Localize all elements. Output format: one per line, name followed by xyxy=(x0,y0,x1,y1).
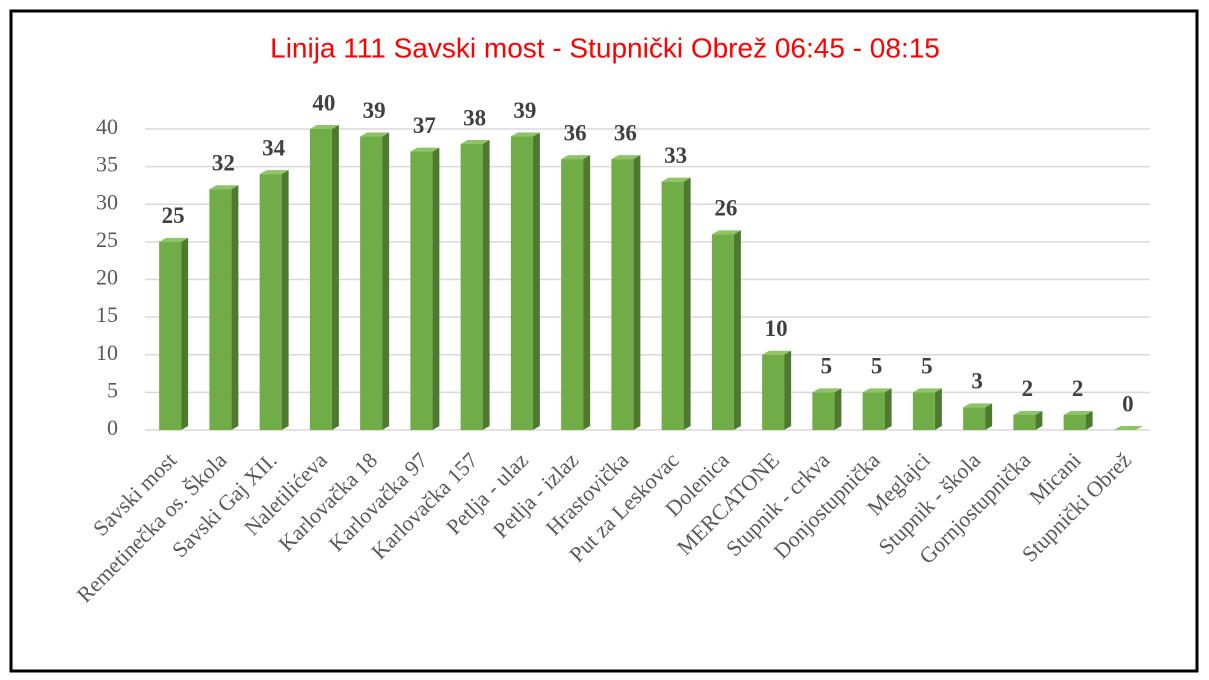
data-label: 2 xyxy=(1022,376,1034,401)
bar xyxy=(561,159,584,430)
bar xyxy=(360,136,383,430)
data-label: 5 xyxy=(821,354,833,379)
bar xyxy=(209,189,232,430)
data-label: 38 xyxy=(463,105,486,130)
bar-top xyxy=(762,350,792,355)
bar-side xyxy=(1035,410,1043,430)
y-tick-label: 20 xyxy=(96,265,118,290)
data-label: 33 xyxy=(664,143,687,168)
bar-top xyxy=(611,155,641,160)
bar-top xyxy=(561,155,591,160)
bar xyxy=(661,181,684,430)
bar-side xyxy=(1085,410,1093,430)
bar-side xyxy=(934,388,942,430)
data-label: 37 xyxy=(413,113,436,138)
data-label: 34 xyxy=(262,135,286,160)
bar-side xyxy=(733,230,741,430)
bar-side xyxy=(181,237,189,430)
data-label: 36 xyxy=(564,120,587,145)
bar-top xyxy=(912,388,942,393)
bar-top xyxy=(711,230,741,235)
bar-side xyxy=(331,125,339,430)
data-label: 5 xyxy=(921,354,933,379)
data-label: 25 xyxy=(162,203,185,228)
bar-side xyxy=(683,177,691,430)
bar-top xyxy=(410,147,440,152)
bar-side xyxy=(532,132,540,430)
bar-top xyxy=(360,132,390,137)
bar-side xyxy=(834,388,842,430)
data-label: 5 xyxy=(871,354,883,379)
bar-top xyxy=(209,185,239,190)
bar xyxy=(1063,414,1086,430)
bar xyxy=(159,241,182,430)
bar-top xyxy=(862,388,892,393)
y-tick-label: 10 xyxy=(96,340,118,365)
bar-top xyxy=(259,170,289,175)
bar xyxy=(812,392,835,430)
bar xyxy=(963,407,986,430)
bar-top xyxy=(159,237,189,242)
bar-top xyxy=(460,140,490,145)
y-tick-label: 25 xyxy=(96,227,118,252)
bar-side xyxy=(382,132,390,430)
bar-side xyxy=(583,155,591,430)
chart-title: Linija 111 Savski most - Stupnički Obrež… xyxy=(270,32,940,63)
y-tick-label: 15 xyxy=(96,302,118,327)
bar-side xyxy=(784,350,792,430)
bar-side xyxy=(985,403,993,430)
y-tick-label: 30 xyxy=(96,189,118,214)
bar xyxy=(510,136,533,430)
y-tick-label: 35 xyxy=(96,152,118,177)
bar xyxy=(762,354,785,430)
bar-top xyxy=(963,403,993,408)
y-tick-label: 5 xyxy=(107,377,118,402)
bar-side xyxy=(281,170,289,430)
bar-side xyxy=(432,147,440,430)
bar xyxy=(259,174,282,430)
bar xyxy=(912,392,935,430)
bar-top xyxy=(812,388,842,393)
y-tick-label: 40 xyxy=(96,114,118,139)
bar xyxy=(1013,414,1036,430)
bar-side xyxy=(482,140,490,431)
frame xyxy=(9,9,1199,673)
data-label: 32 xyxy=(212,150,235,175)
bar-top xyxy=(1013,410,1043,415)
bar-top xyxy=(309,125,339,129)
bar-side xyxy=(231,185,239,430)
bar-top xyxy=(1113,426,1143,430)
data-label: 3 xyxy=(971,369,983,394)
data-label: 10 xyxy=(765,316,788,341)
bar xyxy=(410,151,433,430)
bar-top xyxy=(1063,410,1093,415)
data-label: 39 xyxy=(513,98,536,123)
y-tick-label: 0 xyxy=(107,415,118,440)
bar-side xyxy=(633,155,641,430)
bar xyxy=(611,159,634,430)
data-label: 40 xyxy=(312,90,335,115)
data-label: 36 xyxy=(614,120,637,145)
data-label: 26 xyxy=(714,196,737,221)
bar xyxy=(309,129,332,430)
bar xyxy=(460,144,483,431)
bar-side xyxy=(884,388,892,430)
bar xyxy=(862,392,885,430)
bar xyxy=(711,234,734,430)
data-label: 39 xyxy=(363,98,386,123)
bar-top xyxy=(510,132,540,137)
data-label: 0 xyxy=(1122,391,1134,416)
data-label: 2 xyxy=(1072,376,1084,401)
bar-top xyxy=(661,177,691,182)
